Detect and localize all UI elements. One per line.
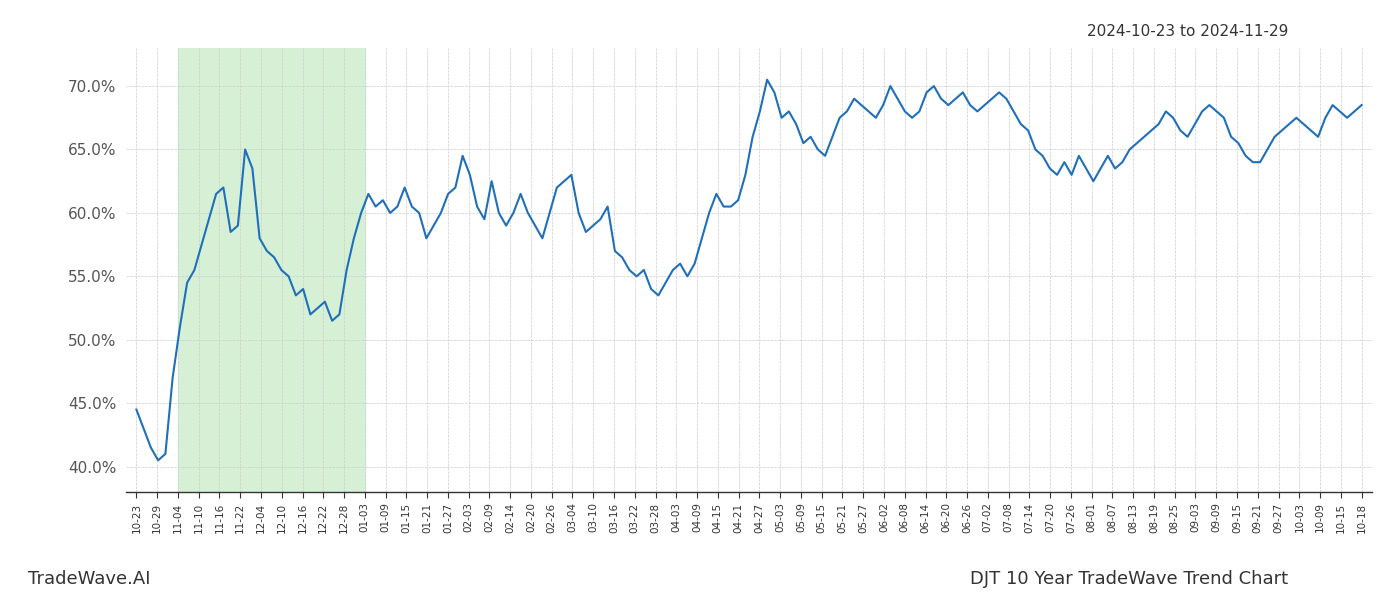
Bar <box>178 48 365 492</box>
Text: 2024-10-23 to 2024-11-29: 2024-10-23 to 2024-11-29 <box>1086 24 1288 39</box>
Text: TradeWave.AI: TradeWave.AI <box>28 570 151 588</box>
Text: DJT 10 Year TradeWave Trend Chart: DJT 10 Year TradeWave Trend Chart <box>970 570 1288 588</box>
